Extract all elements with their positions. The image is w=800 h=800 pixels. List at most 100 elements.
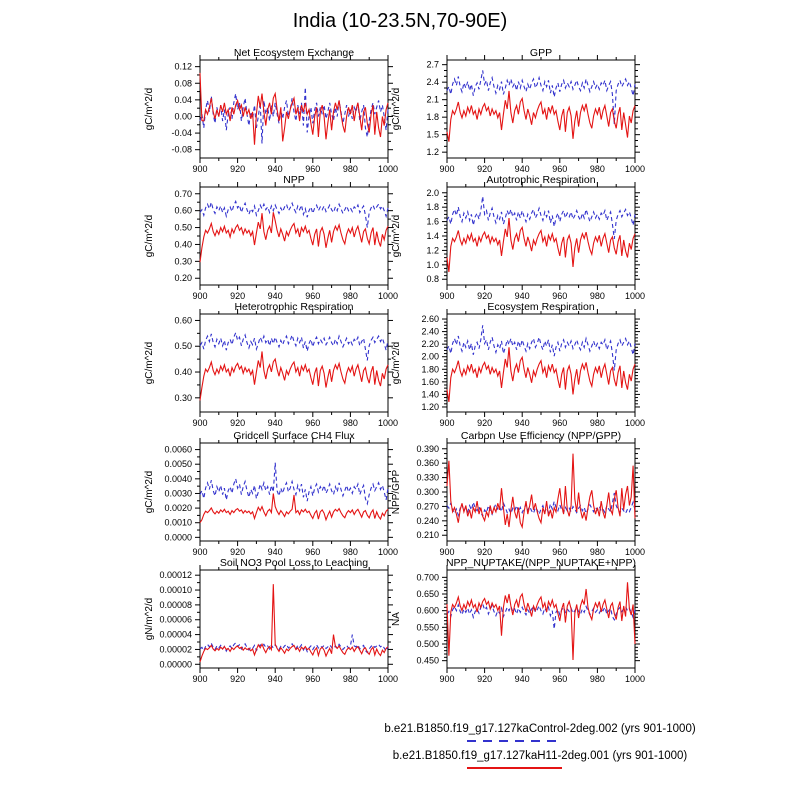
x-tick-label: 980 [343,291,358,301]
y-axis-label: NPP/GPP [391,469,402,514]
y-tick-label: 0.00012 [159,570,192,580]
y-tick-label: 0.30 [174,393,192,403]
y-tick-label: 0.08 [174,78,192,88]
y-tick-label: 0.0060 [164,445,192,455]
series-line-127kaH11-2deg.001 [446,90,636,142]
panel-3: 900 920 940 960 980 1000 0.20 0.30 0.40 0.50 0.60 0… [140,175,400,307]
x-tick-label: 900 [439,164,454,174]
chart-canvas-9: 900 920 940 960 980 1000 0.00000 0.00002 0.00004… [144,558,398,684]
series-line-127kaControl-2deg.002 [446,492,636,518]
x-tick-label: 940 [268,674,283,684]
x-tick-label: 920 [230,164,245,174]
x-tick-label: 1000 [625,164,645,174]
y-tick-label: -0.08 [171,145,192,155]
chart-canvas-8: 900 920 940 960 980 1000 0.210 0.240 0.270 0.300 0… [391,431,645,557]
legend-line-h11-solid [466,767,562,769]
y-tick-label: 2.7 [426,60,439,70]
panel-title: NPP [283,175,305,186]
series-line-127kaH11-2deg.001 [199,212,389,263]
legend-entry-h11: b.e21.B1850.f19_g17.127kaH11-2deg.001 (y… [330,749,750,769]
x-tick-label: 940 [268,291,283,301]
series-line-127kaControl-2deg.002 [199,634,389,654]
legend-line-control-dashed [466,740,562,742]
x-tick-label: 920 [477,164,492,174]
x-tick-label: 920 [477,291,492,301]
x-tick-label: 980 [343,418,358,428]
panel-title: Soil NO3 Pool Loss to Leaching [220,558,368,569]
series-line-127kaControl-2deg.002 [199,199,389,228]
chart-canvas-6: 900 920 940 960 980 1000 1.20 1.40 1.60 1.80 2.00 2… [391,302,645,428]
y-tick-label: 0.700 [416,572,439,582]
y-tick-label: 0.60 [174,206,192,216]
axes [195,55,393,163]
y-tick-label: 2.60 [421,314,439,324]
x-tick-label: 940 [268,547,283,557]
y-axis-label: gC/m^2/d [391,215,402,258]
series-line-127kaH11-2deg.001 [446,453,636,530]
y-tick-label: 1.8 [426,202,439,212]
panel-10: 900 920 940 960 980 1000 0.450 0.500 0.550 0.600 0… [387,558,647,690]
chart-canvas-5: 900 920 940 960 980 1000 0.30 0.40 0.50 0.60 Heter… [144,302,398,428]
y-tick-label: 1.40 [421,389,439,399]
y-tick-label: 1.80 [421,364,439,374]
legend-entry-control: b.e21.B1850.f19_g17.127kaControl-2deg.00… [330,722,750,742]
series-line-127kaControl-2deg.002 [446,70,636,125]
y-tick-label: 0.0030 [164,488,192,498]
series-line-127kaH11-2deg.001 [199,584,389,663]
y-tick-label: 0.0010 [164,518,192,528]
y-tick-label: 1.2 [426,245,439,255]
y-tick-label: -0.04 [171,128,192,138]
axes [195,565,393,673]
axes [442,309,640,417]
x-tick-label: 920 [230,547,245,557]
axes [195,438,393,546]
y-tick-label: 0.40 [174,239,192,249]
x-tick-label: 900 [192,291,207,301]
y-axis-label: gC/m^2/d [391,88,402,131]
y-tick-label: 2.4 [426,77,439,87]
y-tick-label: 2.40 [421,327,439,337]
x-tick-label: 900 [192,674,207,684]
panel-title: Heterotrophic Respiration [234,302,353,313]
y-axis-label: gC/m^2/d [391,342,402,385]
x-tick-label: 920 [230,418,245,428]
x-tick-label: 980 [590,547,605,557]
y-tick-label: 0.00004 [159,630,192,640]
x-tick-label: 940 [268,418,283,428]
series-line-127kaH11-2deg.001 [199,351,389,401]
y-tick-label: 1.4 [426,231,439,241]
y-tick-label: 0.00006 [159,615,192,625]
axes [442,565,640,673]
y-tick-label: 0.8 [426,274,439,284]
panel-title: Carbon Use Efficiency (NPP/GPP) [461,431,621,442]
x-tick-label: 960 [552,418,567,428]
series-line-127kaH11-2deg.001 [199,72,389,145]
y-tick-label: 1.0 [426,260,439,270]
series-line-127kaControl-2deg.002 [446,602,636,630]
y-tick-label: 1.60 [421,377,439,387]
y-tick-label: 0.00008 [159,600,192,610]
x-tick-label: 920 [477,418,492,428]
panel-9: 900 920 940 960 980 1000 0.00000 0.00002 0.00004… [140,558,400,690]
y-tick-label: 0.04 [174,95,192,105]
y-tick-label: 0.70 [174,189,192,199]
chart-canvas-7: 900 920 940 960 980 1000 0.0000 0.0010 0.0020 0.0… [144,431,398,557]
y-tick-label: 1.20 [421,402,439,412]
x-tick-label: 900 [192,164,207,174]
x-tick-label: 900 [192,547,207,557]
x-tick-label: 1000 [378,674,398,684]
x-tick-label: 960 [552,291,567,301]
x-tick-label: 1000 [378,547,398,557]
series-line-127kaControl-2deg.002 [446,196,636,239]
y-tick-label: 0.0040 [164,474,192,484]
panel-title: GPP [530,48,552,59]
axes [195,309,393,417]
y-tick-label: 0.0000 [164,532,192,542]
panel-1: 900 920 940 960 980 1000 -0.08 -0.04 0.00 0.04 0.0… [140,48,400,180]
y-axis-label: gC/m^2/d [144,342,155,385]
series-line-127kaH11-2deg.001 [446,347,636,402]
series-line-127kaH11-2deg.001 [199,493,389,524]
x-tick-label: 980 [343,164,358,174]
y-tick-label: 0.270 [416,501,439,511]
